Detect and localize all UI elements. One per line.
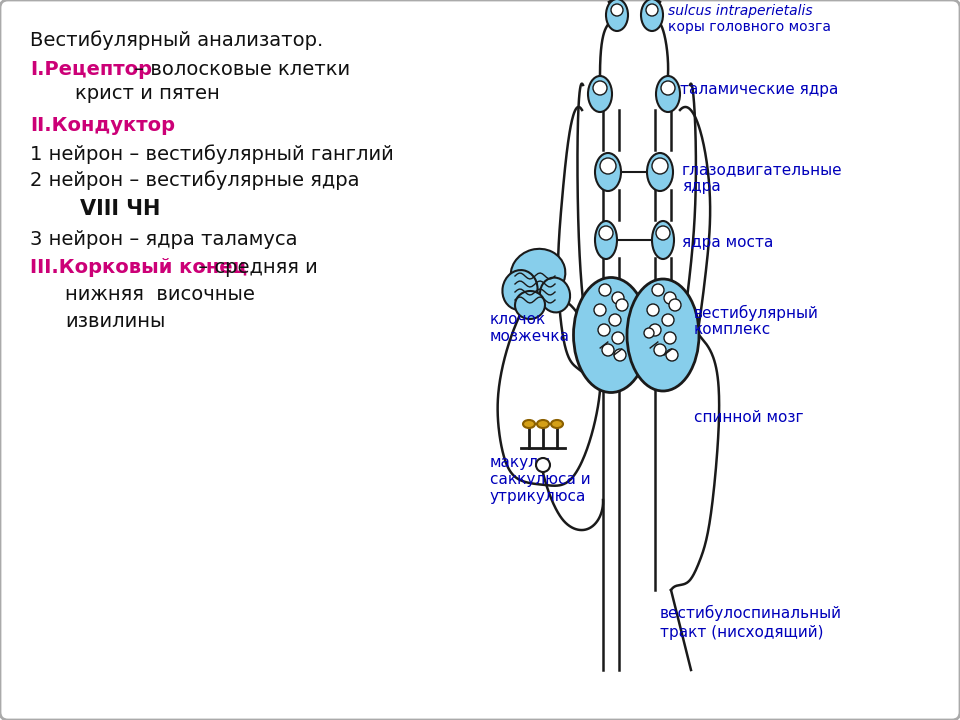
Text: вестибулоспинальный: вестибулоспинальный	[660, 605, 842, 621]
Circle shape	[661, 81, 675, 95]
Ellipse shape	[656, 76, 680, 112]
Circle shape	[616, 299, 628, 311]
Text: мозжечка: мозжечка	[490, 329, 570, 344]
Text: коры головного мозга: коры головного мозга	[668, 20, 831, 34]
Ellipse shape	[641, 0, 663, 31]
Circle shape	[593, 81, 607, 95]
Text: клочок: клочок	[490, 312, 546, 327]
Circle shape	[669, 299, 681, 311]
Circle shape	[654, 344, 666, 356]
Ellipse shape	[537, 420, 549, 428]
Circle shape	[536, 458, 550, 472]
Text: глазодвигательные: глазодвигательные	[682, 162, 843, 177]
Text: макулы: макулы	[490, 455, 551, 470]
Circle shape	[662, 314, 674, 326]
Text: ядра моста: ядра моста	[682, 235, 774, 250]
Ellipse shape	[511, 249, 565, 300]
Text: I.Рецептор: I.Рецептор	[30, 60, 152, 79]
Circle shape	[600, 158, 616, 174]
Text: 2 нейрон – вестибулярные ядра: 2 нейрон – вестибулярные ядра	[30, 170, 359, 189]
Circle shape	[666, 349, 678, 361]
Ellipse shape	[523, 420, 535, 428]
Ellipse shape	[606, 0, 628, 31]
Ellipse shape	[588, 76, 612, 112]
Circle shape	[652, 284, 664, 296]
Text: спинной мозг: спинной мозг	[694, 410, 804, 425]
Ellipse shape	[515, 291, 545, 319]
Text: – волосковые клетки: – волосковые клетки	[128, 60, 350, 79]
Text: III.Корковый конец: III.Корковый конец	[30, 258, 247, 277]
Text: 1 нейрон – вестибулярный ганглий: 1 нейрон – вестибулярный ганглий	[30, 144, 394, 163]
Text: утрикулюса: утрикулюса	[490, 489, 587, 504]
Circle shape	[656, 226, 670, 240]
Text: таламические ядра: таламические ядра	[680, 82, 838, 97]
Ellipse shape	[595, 221, 617, 259]
Text: 3 нейрон – ядра таламуса: 3 нейрон – ядра таламуса	[30, 230, 298, 249]
Circle shape	[649, 324, 661, 336]
Circle shape	[614, 349, 626, 361]
Circle shape	[646, 4, 658, 16]
Circle shape	[612, 292, 624, 304]
Text: sulcus intraperietalis: sulcus intraperietalis	[668, 4, 812, 18]
Text: ядра: ядра	[682, 179, 721, 194]
Text: вестибулярный: вестибулярный	[694, 305, 819, 321]
Circle shape	[599, 284, 611, 296]
Ellipse shape	[595, 153, 621, 191]
Circle shape	[611, 4, 623, 16]
Ellipse shape	[652, 221, 674, 259]
Text: крист и пятен: крист и пятен	[75, 84, 220, 103]
Ellipse shape	[627, 279, 699, 391]
Circle shape	[664, 292, 676, 304]
Text: II.Кондуктор: II.Кондуктор	[30, 116, 175, 135]
Circle shape	[652, 158, 668, 174]
Text: Вестибулярный анализатор.: Вестибулярный анализатор.	[30, 30, 324, 50]
Circle shape	[599, 226, 613, 240]
Circle shape	[594, 304, 606, 316]
Circle shape	[644, 328, 654, 338]
Text: – средняя и: – средняя и	[192, 258, 318, 277]
Text: тракт (нисходящий): тракт (нисходящий)	[660, 625, 824, 640]
Circle shape	[612, 332, 624, 344]
Ellipse shape	[540, 278, 570, 312]
Text: нижняя  височные: нижняя височные	[65, 285, 254, 304]
Text: VIII ЧН: VIII ЧН	[80, 199, 160, 219]
Circle shape	[602, 344, 614, 356]
Text: саккулюса и: саккулюса и	[490, 472, 590, 487]
Text: комплекс: комплекс	[694, 322, 771, 337]
Circle shape	[664, 332, 676, 344]
Circle shape	[598, 324, 610, 336]
Ellipse shape	[502, 270, 538, 310]
Circle shape	[609, 314, 621, 326]
Ellipse shape	[573, 277, 649, 392]
Ellipse shape	[551, 420, 563, 428]
Text: извилины: извилины	[65, 312, 165, 331]
Circle shape	[647, 304, 659, 316]
Ellipse shape	[647, 153, 673, 191]
